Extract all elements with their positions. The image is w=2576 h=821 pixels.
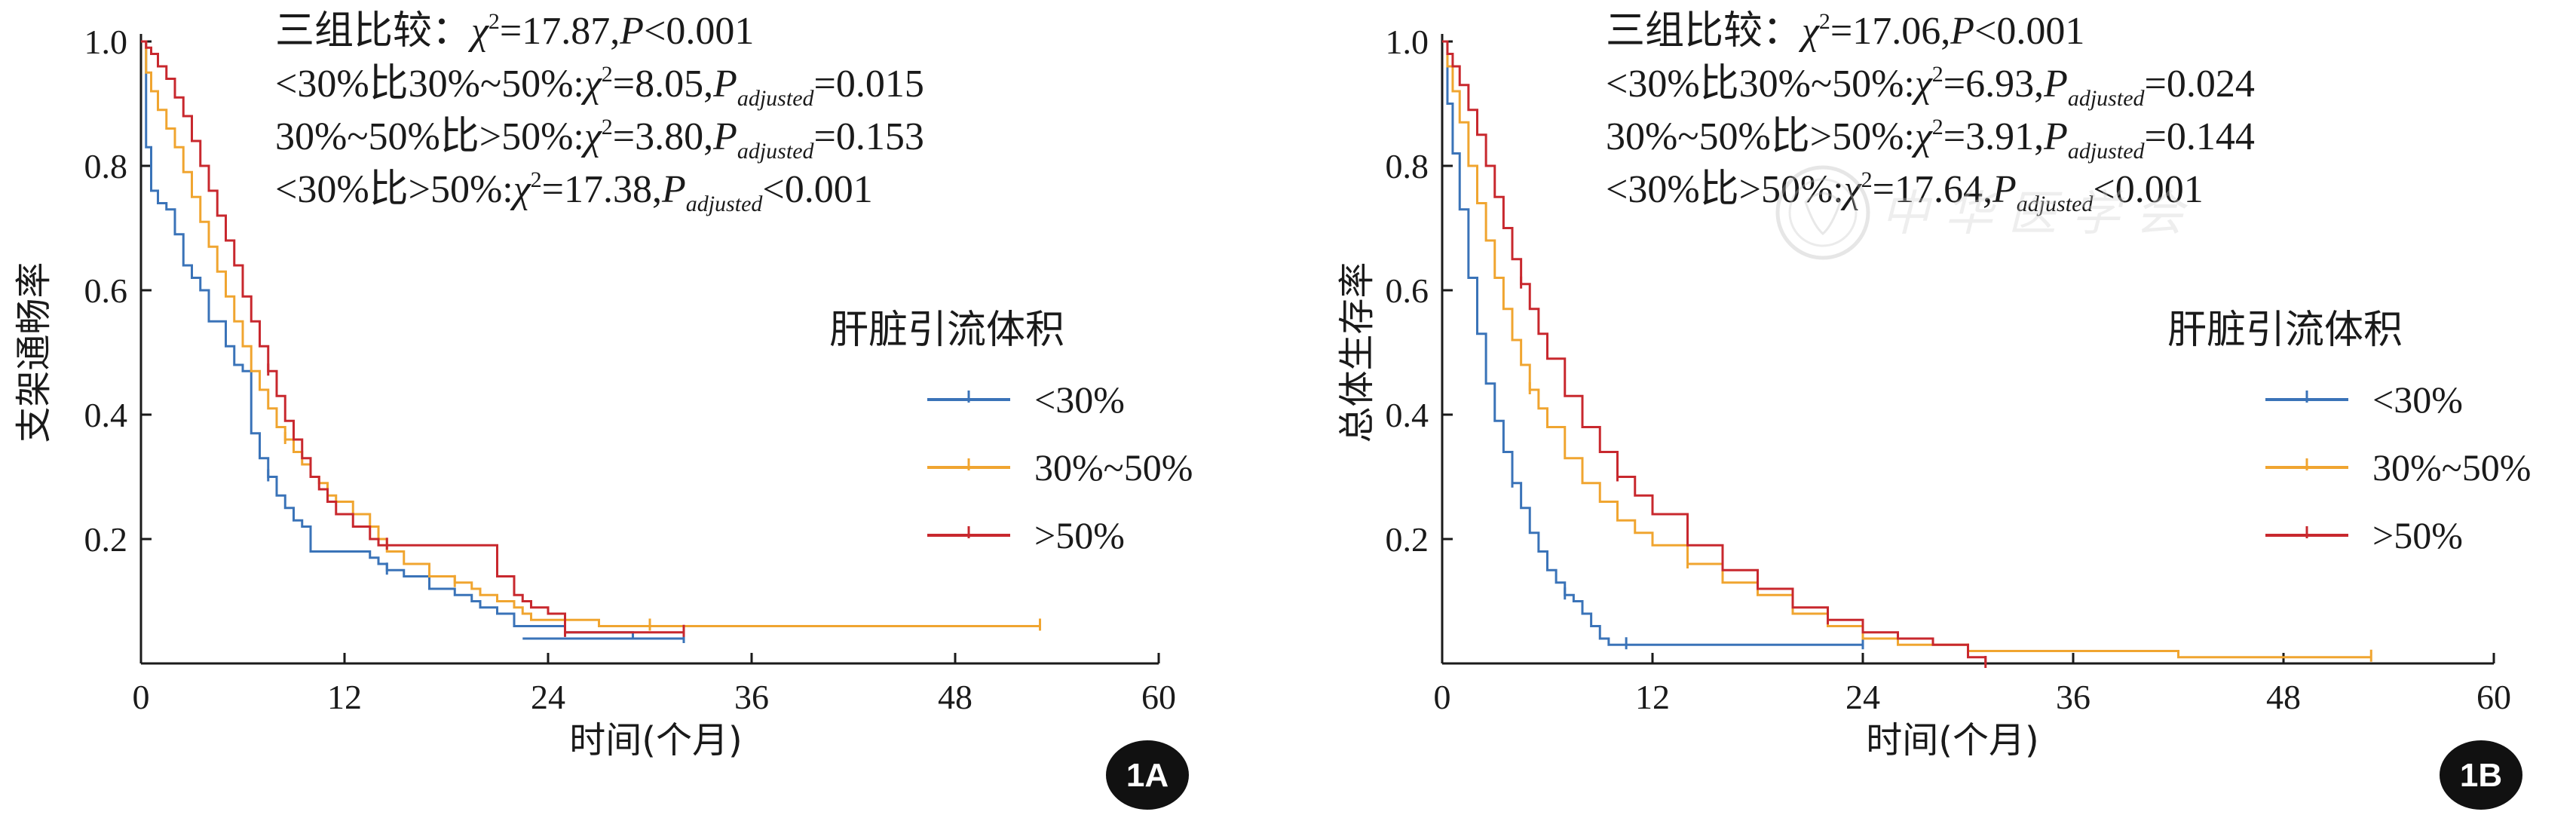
km-curve-<30% (1442, 40, 1863, 646)
km-curve->50% (141, 40, 684, 634)
y-tick-label: 0.4 (1386, 396, 1429, 434)
stat-line-3: 30%~50%比>50%:χ2=3.80,Padjusted=0.153 (275, 115, 924, 164)
x-axis-title: 时间(个月) (1866, 719, 2038, 761)
x-tick-label: 0 (133, 678, 150, 716)
y-tick-label: 1.0 (1386, 23, 1429, 61)
y-tick-label: 0.6 (1386, 271, 1429, 310)
panel-badge (1106, 740, 1189, 810)
x-tick-label: 0 (1434, 678, 1451, 716)
x-tick-label: 60 (1141, 678, 1176, 716)
x-tick-label: 36 (2056, 678, 2091, 716)
stat-line-1: 三组比较：χ2=17.87,P<0.001 (275, 9, 754, 53)
panel-1b: 0 12 24 36 48 60 0.2 0.4 0.6 0.8 1.0 时间(个月) 总体生存率 三组比… (1336, 9, 2531, 810)
x-tick-label: 24 (1845, 678, 1880, 716)
stat-line-2: <30%比30%~50%:χ2=6.93,Padjusted=0.024 (1606, 62, 2255, 111)
x-tick-label: 60 (2476, 678, 2511, 716)
stat-line-4: <30%比>50%:χ2=17.64,Padjusted<0.001 (1606, 167, 2204, 216)
x-tick-label: 24 (531, 678, 565, 716)
stat-line-3: 30%~50%比>50%:χ2=3.91,Padjusted=0.144 (1606, 115, 2255, 164)
y-tick-label: 0.2 (1386, 520, 1429, 559)
y-tick-label: 0.4 (84, 396, 128, 434)
watermark-logo: 中 华 医 学 会 (1775, 165, 2188, 260)
legend-label-30%~50%: 30%~50% (2372, 446, 2531, 489)
svg-text:中 华 医 学 会: 中 华 医 学 会 (1881, 186, 2188, 242)
y-tick-label: 0.2 (84, 520, 128, 559)
x-tick-label: 36 (734, 678, 769, 716)
km-curve-<30% (141, 40, 684, 640)
legend-label->50%: >50% (1034, 514, 1125, 556)
x-axis-title: 时间(个月) (569, 719, 742, 761)
panel-1a: 0 12 24 36 48 60 0.2 0.4 0.6 0.8 1.0 时间(个月) 支架通畅率 三组比… (13, 9, 1193, 810)
km-curve-30%~50% (1442, 40, 2372, 659)
x-tick-label: 48 (2266, 678, 2301, 716)
panel-badge-label: 1A (1126, 757, 1169, 794)
y-tick-label: 1.0 (84, 23, 128, 61)
x-tick-label: 12 (327, 678, 362, 716)
legend-label->50%: >50% (2372, 514, 2463, 556)
y-tick-label: 0.8 (1386, 147, 1429, 185)
y-tick-label: 0.8 (84, 147, 128, 185)
stat-line-4: <30%比>50%:χ2=17.38,Padjusted<0.001 (275, 167, 873, 216)
km-curve->50% (1442, 40, 1987, 663)
legend-label-<30%: <30% (1034, 378, 1125, 421)
legend-label-<30%: <30% (2372, 378, 2463, 421)
x-tick-label: 48 (938, 678, 973, 716)
y-axis-title: 支架通畅率 (13, 262, 55, 443)
legend-label-30%~50%: 30%~50% (1034, 446, 1193, 489)
legend-title: 肝脏引流体积 (2167, 308, 2403, 353)
stat-line-1: 三组比较：χ2=17.06,P<0.001 (1606, 9, 2084, 53)
legend-title: 肝脏引流体积 (829, 308, 1064, 353)
y-tick-label: 0.6 (84, 271, 128, 310)
stat-line-2: <30%比30%~50%:χ2=8.05,Padjusted=0.015 (275, 62, 924, 111)
panel-badge-label: 1B (2460, 757, 2502, 794)
panel-badge (2440, 740, 2522, 810)
x-tick-label: 12 (1635, 678, 1670, 716)
y-axis-title: 总体生存率 (1336, 262, 1378, 443)
